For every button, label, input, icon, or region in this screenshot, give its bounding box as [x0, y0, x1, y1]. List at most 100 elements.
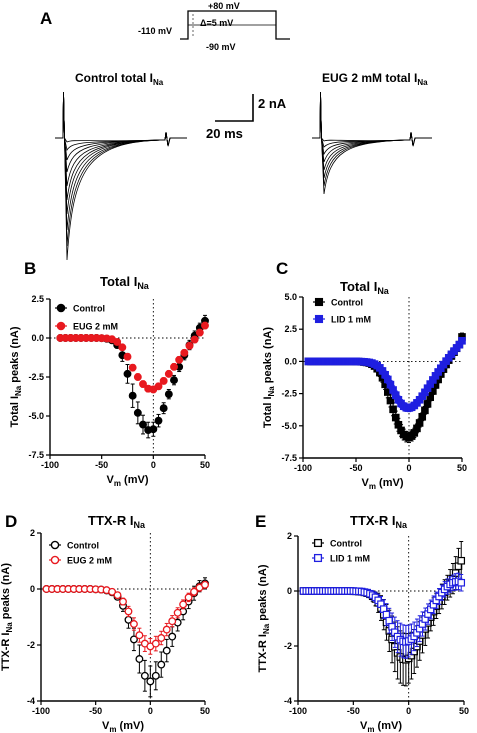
x-tick-label: 50 [457, 463, 467, 473]
x-tick-label: 50 [200, 706, 210, 716]
chart-title-sub: Na [137, 281, 149, 291]
chart-title: TTX-R INa [350, 513, 408, 530]
legend-label: LID 1 mM [330, 554, 370, 564]
y-axis-label-main: TTX-R I [257, 634, 269, 673]
y-tick-label: 2 [287, 531, 292, 541]
data-point [421, 406, 429, 415]
data-point [170, 376, 178, 385]
data-point [135, 631, 144, 640]
legend-label: LID 1 mM [331, 315, 371, 325]
control-current-traces [55, 91, 187, 261]
data-point [389, 405, 397, 414]
y-axis-label-sub: Na [267, 386, 276, 397]
y-tick-label: -7.5 [28, 450, 44, 460]
x-tick-label: -50 [347, 706, 360, 716]
current-trace [55, 91, 187, 215]
chart-title-main: Total I [100, 274, 137, 289]
x-axis-label-main: V [107, 474, 115, 486]
scale-current-label: 2 nA [258, 96, 287, 111]
legend-label: EUG 2 mM [67, 556, 112, 566]
data-point [123, 352, 132, 361]
legend-marker [56, 303, 66, 313]
data-point [157, 634, 166, 642]
data-point [201, 580, 209, 589]
y-tick-label: 2 [30, 528, 35, 538]
data-point [201, 321, 209, 330]
data-point [168, 617, 177, 626]
y-tick-label: -2.5 [28, 372, 44, 382]
data-point [135, 655, 144, 663]
y-tick-label: 0.0 [31, 333, 44, 343]
protocol-hold-label: -110 mV [138, 26, 172, 36]
data-point [123, 369, 132, 378]
series-eug-2-mm [42, 580, 209, 655]
legend-label: Control [67, 541, 99, 551]
data-point [133, 408, 142, 417]
series-control [56, 314, 209, 439]
data-point [154, 382, 163, 391]
x-tick-label: 50 [200, 460, 210, 470]
current-trace [312, 91, 432, 187]
data-point [124, 607, 133, 616]
y-axis-label-unit: peaks (nA) [9, 326, 21, 386]
data-point [113, 591, 122, 600]
data-point [382, 610, 391, 619]
legend-marker [50, 540, 60, 550]
data-point [164, 369, 173, 378]
data-point [140, 671, 149, 680]
y-tick-label: -4 [284, 696, 292, 706]
y-axis-label-main: TTX-R I [0, 633, 12, 672]
chart-title-sub: Na [134, 520, 146, 530]
protocol-waveform [180, 10, 290, 40]
eug-current-traces [312, 91, 432, 195]
y-tick-label: 5.0 [284, 292, 297, 302]
current-trace [55, 91, 187, 231]
data-point [108, 587, 117, 596]
y-tick-label: 0 [287, 586, 292, 596]
x-tick-label: -100 [289, 706, 307, 716]
x-tick-label: 50 [459, 706, 469, 716]
current-trace [312, 91, 432, 195]
chart-title-sub: Na [396, 520, 408, 530]
series-control [304, 332, 466, 444]
protocol-step-label: Δ=5 mV [200, 18, 233, 28]
legend-label: Control [331, 298, 363, 308]
current-trace [312, 91, 432, 147]
y-axis-label: Total INa peaks (nA) [262, 327, 276, 428]
x-axis-label-sub: m [367, 725, 374, 733]
legend-label: Control [330, 539, 362, 549]
y-axis-label-sub: Na [5, 622, 14, 633]
legend-marker [313, 553, 323, 563]
data-point [386, 396, 395, 405]
data-point [457, 578, 466, 587]
x-axis-label: Vm (mV) [360, 720, 402, 733]
y-tick-label: 0.0 [284, 356, 297, 366]
chart-title: Total INa [340, 279, 390, 296]
data-point [457, 556, 466, 565]
y-tick-label: -5.0 [28, 411, 44, 421]
data-point [168, 632, 177, 641]
data-point [184, 593, 193, 602]
data-point [151, 639, 160, 648]
data-point [129, 620, 138, 628]
y-tick-label: -4 [27, 696, 35, 706]
panel-label: E [255, 512, 266, 531]
data-point [164, 390, 173, 399]
x-axis-label-sub: m [109, 725, 116, 733]
y-axis-label-unit: peaks (nA) [262, 327, 274, 387]
y-axis-label-main: Total I [262, 396, 274, 428]
y-tick-label: -2 [284, 641, 292, 651]
x-axis-label: Vm (mV) [362, 477, 404, 491]
data-point [128, 391, 137, 400]
series-control [42, 577, 209, 698]
x-axis-label-main: V [360, 720, 368, 732]
x-tick-label: 0 [406, 706, 411, 716]
protocol-prepulse-label: -90 mV [206, 42, 236, 52]
y-axis-label-unit: peaks (nA) [257, 564, 269, 624]
data-point [157, 660, 166, 669]
data-point [195, 328, 204, 337]
y-tick-label: -5.0 [281, 421, 297, 431]
legend-marker [314, 314, 324, 324]
